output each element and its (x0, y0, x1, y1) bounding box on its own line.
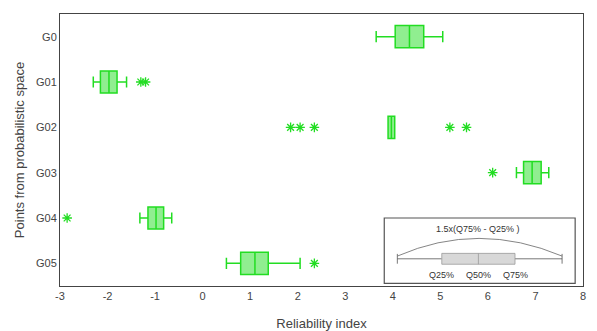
svg-text:G04: G04 (36, 212, 57, 224)
svg-text:G01: G01 (36, 76, 57, 88)
svg-text:G02: G02 (36, 121, 57, 133)
svg-text:G0: G0 (42, 31, 57, 43)
svg-text:2: 2 (295, 290, 301, 302)
svg-text:Q50%: Q50% (466, 270, 491, 280)
svg-text:3: 3 (342, 290, 348, 302)
svg-text:8: 8 (580, 290, 586, 302)
svg-text:Q25%: Q25% (429, 270, 454, 280)
svg-text:-3: -3 (55, 290, 65, 302)
svg-text:1.5x(Q75% - Q25% ): 1.5x(Q75% - Q25% ) (436, 224, 520, 234)
svg-text:4: 4 (390, 290, 396, 302)
svg-text:6: 6 (485, 290, 491, 302)
svg-text:7: 7 (532, 290, 538, 302)
svg-text:G05: G05 (36, 257, 57, 269)
svg-text:G03: G03 (36, 167, 57, 179)
svg-text:1: 1 (247, 290, 253, 302)
svg-text:-2: -2 (103, 290, 113, 302)
svg-text:0: 0 (200, 290, 206, 302)
svg-text:5: 5 (437, 290, 443, 302)
svg-text:Q75%: Q75% (503, 270, 528, 280)
svg-text:Reliability index: Reliability index (276, 316, 367, 331)
svg-text:-1: -1 (150, 290, 160, 302)
svg-text:Points from probabilistic spac: Points from probabilistic space (12, 62, 27, 238)
